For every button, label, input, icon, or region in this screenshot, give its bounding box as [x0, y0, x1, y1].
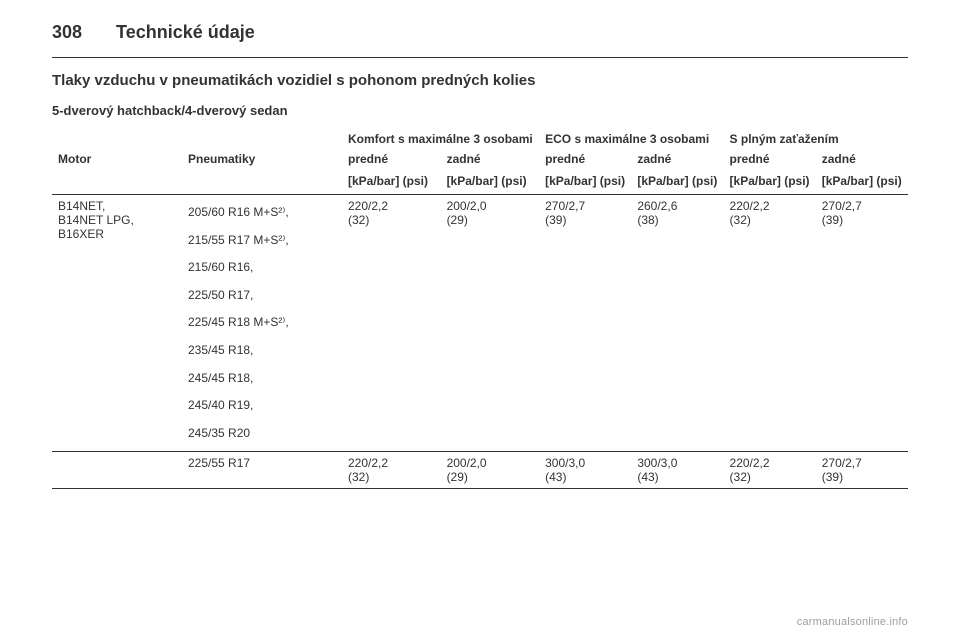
unit: [kPa/bar] (psi) — [816, 170, 908, 195]
pressure-value: 270/2,7 (39) — [816, 195, 908, 452]
tire-cell: 205/60 R16 M+S²⁾, 215/55 R17 M+S²⁾, 215/… — [182, 195, 342, 452]
tire-size: 225/45 R18 M+S²⁾, — [188, 309, 336, 337]
footer-watermark: carmanualsonline.info — [797, 616, 908, 628]
pressure-value: 260/2,6 (38) — [631, 195, 723, 452]
col-motor-label: Motor — [52, 150, 182, 170]
unit: [kPa/bar] (psi) — [724, 170, 816, 195]
col-rear: zadné — [441, 150, 540, 170]
unit: [kPa/bar] (psi) — [342, 170, 441, 195]
pressure-value: 220/2,2 (32) — [342, 452, 441, 489]
tire-size: 245/35 R20 — [188, 420, 336, 448]
tire-size: 215/55 R17 M+S²⁾, — [188, 227, 336, 255]
col-front: predné — [724, 150, 816, 170]
tire-size: 245/40 R19, — [188, 392, 336, 420]
col-pneu-label: Pneumatiky — [182, 150, 342, 170]
pressure-value: 220/2,2 (32) — [724, 195, 816, 452]
subtitle: 5-dverový hatchback/4-dverový sedan — [52, 103, 908, 118]
cond-comfort: Komfort s maximálne 3 osobami — [342, 128, 539, 150]
tire-size: 215/60 R16, — [188, 254, 336, 282]
tire-size: 225/55 R17 — [182, 452, 342, 489]
table-row: 225/55 R17 220/2,2 (32) 200/2,0 (29) 300… — [52, 452, 908, 489]
col-front: predné — [539, 150, 631, 170]
pressure-value: 270/2,7 (39) — [539, 195, 631, 452]
pressure-value: 200/2,0 (29) — [441, 452, 540, 489]
page-number: 308 — [52, 22, 82, 43]
header-title: Technické údaje — [116, 22, 255, 43]
tire-list: 205/60 R16 M+S²⁾, 215/55 R17 M+S²⁾, 215/… — [188, 199, 336, 447]
pressure-value: 220/2,2 (32) — [342, 195, 441, 452]
tire-pressure-table: Komfort s maximálne 3 osobami ECO s maxi… — [52, 128, 908, 490]
unit: [kPa/bar] (psi) — [539, 170, 631, 195]
tire-size: 235/45 R18, — [188, 337, 336, 365]
motor-cell: B14NET, B14NET LPG, B16XER — [52, 195, 182, 452]
tire-size: 225/50 R17, — [188, 282, 336, 310]
pressure-value: 270/2,7 (39) — [816, 452, 908, 489]
col-rear: zadné — [631, 150, 723, 170]
header-divider — [52, 57, 908, 58]
col-front: predné — [342, 150, 441, 170]
col-rear: zadné — [816, 150, 908, 170]
unit: [kPa/bar] (psi) — [441, 170, 540, 195]
unit: [kPa/bar] (psi) — [631, 170, 723, 195]
tire-size: 205/60 R16 M+S²⁾, — [188, 199, 336, 227]
cond-eco: ECO s maximálne 3 osobami — [539, 128, 723, 150]
pressure-value: 300/3,0 (43) — [539, 452, 631, 489]
cond-full: S plným zaťažením — [724, 128, 908, 150]
tire-size: 245/45 R18, — [188, 365, 336, 393]
table-row: B14NET, B14NET LPG, B16XER 205/60 R16 M+… — [52, 195, 908, 452]
pressure-value: 200/2,0 (29) — [441, 195, 540, 452]
pressure-value: 300/3,0 (43) — [631, 452, 723, 489]
page-header: 308 Technické údaje — [52, 22, 908, 43]
pressure-value: 220/2,2 (32) — [724, 452, 816, 489]
section-title: Tlaky vzduchu v pneumatikách vozidiel s … — [52, 72, 908, 89]
